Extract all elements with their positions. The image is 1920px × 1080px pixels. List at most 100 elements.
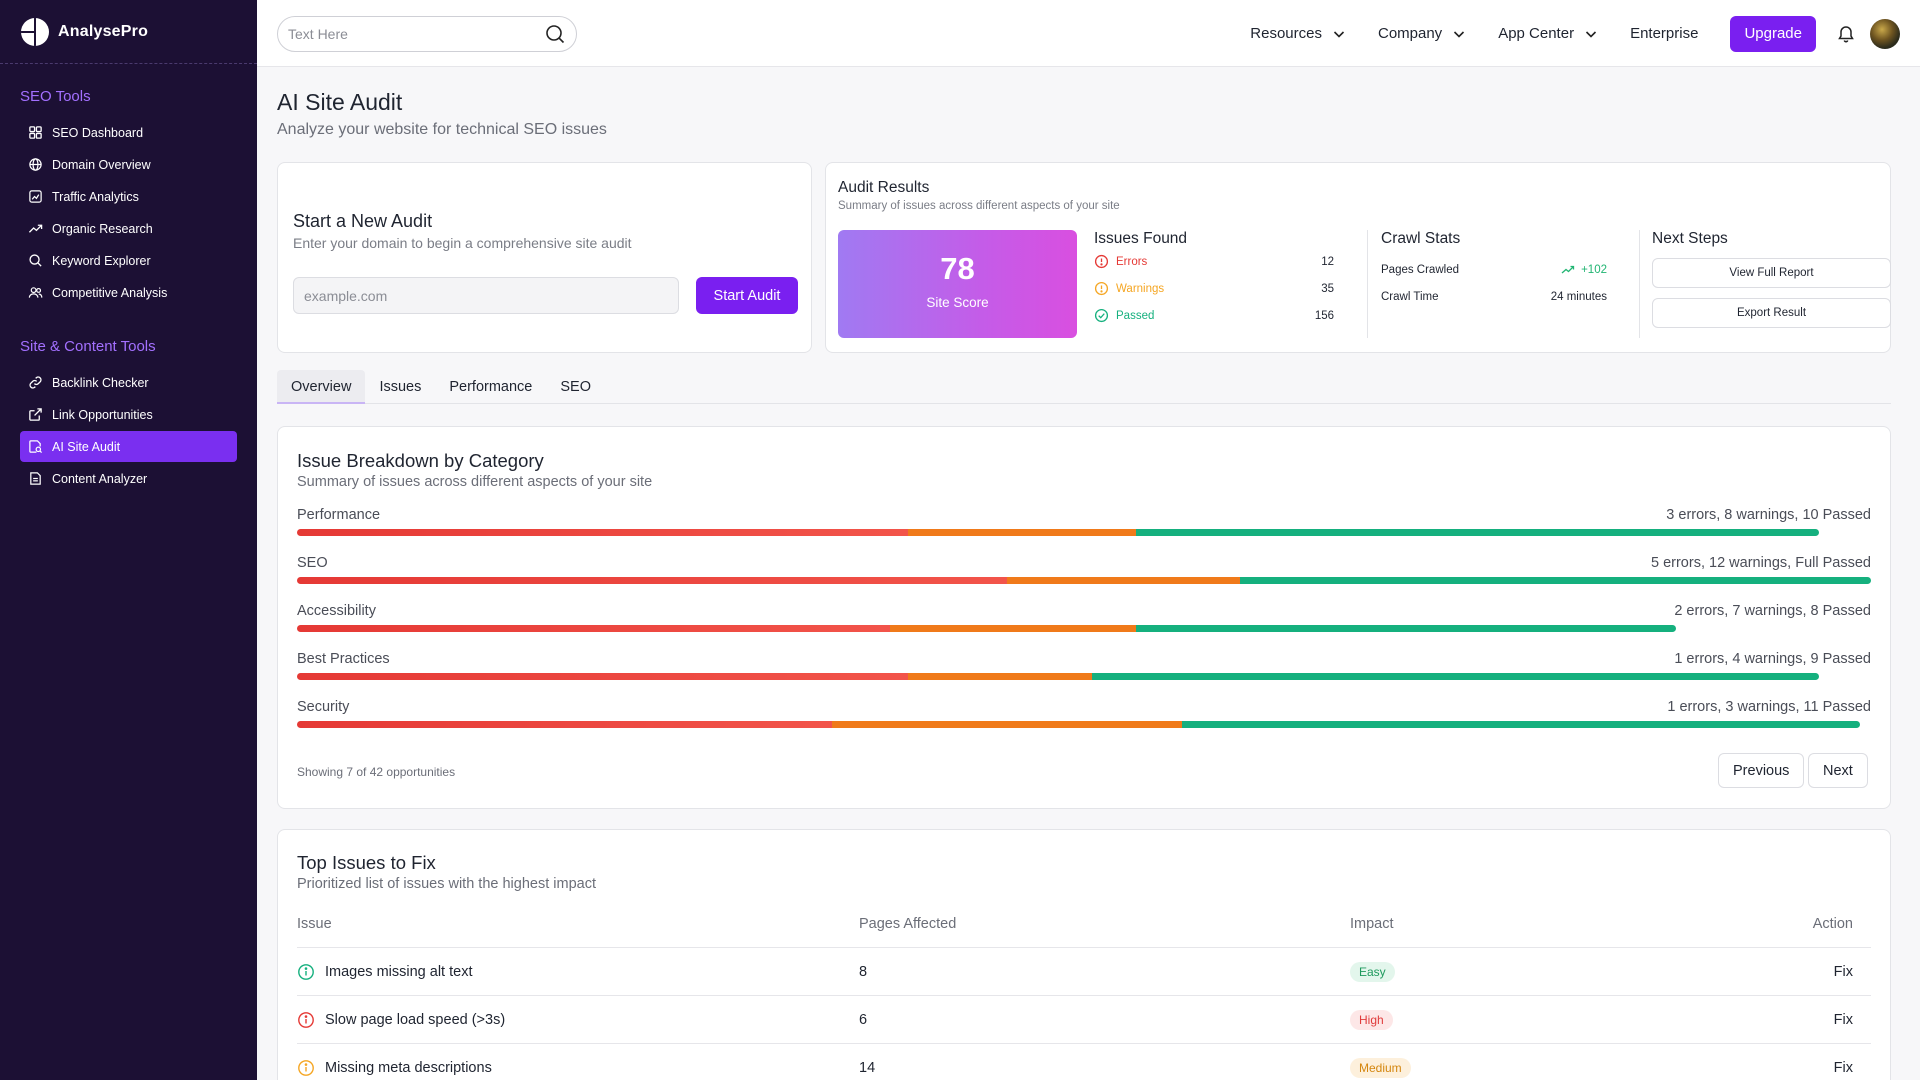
search-icon[interactable] [544, 23, 566, 45]
sidebar-item-label: SEO Dashboard [52, 125, 144, 140]
category-summary: 2 errors, 7 warnings, 8 Passed [1674, 603, 1871, 619]
column-header-impact: Impact [1350, 915, 1394, 932]
passed-segment [1239, 577, 1871, 584]
issue-cell: Slow page load speed (>3s) [297, 1011, 859, 1029]
sidebar-item-ai-site-audit[interactable]: AI Site Audit [20, 431, 237, 462]
warning-segment [890, 625, 1136, 632]
issue-name: Images missing alt text [325, 963, 473, 980]
impact-cell: Easy [1350, 961, 1750, 982]
new-audit-title: Start a New Audit [293, 211, 433, 231]
breakdown-row: Accessibility 2 errors, 7 warnings, 8 Pa… [297, 603, 1871, 651]
tab-issues[interactable]: Issues [379, 379, 422, 395]
sidebar-item-backlink-checker[interactable]: Backlink Checker [20, 367, 237, 398]
sidebar-item-seo-dashboard[interactable]: SEO Dashboard [20, 117, 237, 148]
passed-segment [1135, 529, 1820, 536]
issue-label: Warnings [1116, 282, 1165, 295]
nav-label: Resources [1250, 25, 1322, 42]
chevron-down-icon [1333, 30, 1345, 38]
nav-enterprise[interactable]: Enterprise [1630, 25, 1698, 42]
issue-cell: Images missing alt text [297, 963, 859, 981]
next-button[interactable]: Next [1808, 753, 1868, 788]
warning-segment [907, 673, 1092, 680]
pages-crawled-row: Pages Crawled +102 [1381, 256, 1607, 283]
trend-icon [28, 221, 43, 236]
fix-link[interactable]: Fix [1833, 963, 1853, 980]
error-segment [297, 625, 891, 632]
alert-circle-icon [298, 1011, 314, 1028]
tab-overview[interactable]: Overview [277, 370, 366, 404]
tab-performance[interactable]: Performance [449, 379, 533, 395]
logo-icon [21, 17, 49, 46]
impact-badge: Easy [1350, 961, 1395, 982]
external-link-icon [28, 407, 43, 422]
sidebar-item-label: Keyword Explorer [52, 253, 151, 268]
passed-segment [1181, 721, 1860, 728]
category-name: Best Practices [297, 651, 390, 667]
sidebar-item-organic-research[interactable]: Organic Research [20, 213, 237, 244]
sidebar-item-keyword-explorer[interactable]: Keyword Explorer [20, 245, 237, 276]
sidebar-item-label: Competitive Analysis [52, 285, 168, 300]
sidebar-item-label: Domain Overview [52, 157, 151, 172]
issues-found-column: Issues Found Errors 12 Warnings 35 Passe… [1094, 230, 1334, 338]
sidebar-item-competitive-analysis[interactable]: Competitive Analysis [20, 277, 237, 308]
warning-segment [1006, 577, 1240, 584]
issue-count-passed: Passed 156 [1094, 302, 1334, 329]
error-segment [297, 577, 1007, 584]
top-issues-table: Issue Pages Affected Impact Action Image… [297, 900, 1871, 1080]
issue-count-warnings: Warnings 35 [1094, 275, 1334, 302]
previous-button[interactable]: Previous [1718, 753, 1805, 788]
domain-input[interactable] [293, 277, 679, 314]
impact-badge: High [1350, 1009, 1393, 1030]
sidebar-item-traffic-analytics[interactable]: Traffic Analytics [20, 181, 237, 212]
sidebar-heading: SEO Tools [20, 88, 91, 105]
breakdown-subtitle: Summary of issues across different aspec… [297, 474, 653, 490]
check-circle-icon [1094, 308, 1109, 323]
passed-segment [1135, 625, 1676, 632]
error-segment [297, 673, 908, 680]
site-score-label: Site Score [926, 295, 989, 310]
sidebar-item-label: Content Analyzer [52, 471, 148, 486]
pagination-info: Showing 7 of 42 opportunities [297, 765, 456, 779]
export-result-button[interactable]: Export Result [1652, 298, 1891, 328]
nav-app-center[interactable]: App Center [1498, 25, 1598, 42]
upgrade-button[interactable]: Upgrade [1730, 15, 1816, 52]
logo[interactable]: AnalysePro [0, 0, 257, 64]
warning-segment [832, 721, 1182, 728]
nav-label: App Center [1498, 25, 1575, 42]
sidebar-item-content-analyzer[interactable]: Content Analyzer [20, 463, 237, 494]
nav-resources[interactable]: Resources [1250, 25, 1346, 42]
start-audit-button[interactable]: Start Audit [696, 277, 798, 314]
bell-icon[interactable] [1836, 24, 1856, 44]
issue-label: Passed [1116, 309, 1155, 322]
link-icon [28, 375, 43, 390]
crawl-time-row: Crawl Time 24 minutes [1381, 283, 1607, 310]
chart-icon [28, 189, 43, 204]
category-bar [297, 721, 1871, 728]
view-full-report-button[interactable]: View Full Report [1652, 258, 1891, 288]
column-header-pages: Pages Affected [859, 915, 957, 932]
fix-link[interactable]: Fix [1833, 1011, 1853, 1028]
table-header: Issue Pages Affected Impact Action [297, 900, 1871, 948]
avatar[interactable] [1870, 18, 1900, 49]
search-input[interactable] [288, 26, 544, 42]
pages-affected: 6 [859, 1011, 868, 1028]
category-name: Performance [297, 507, 381, 523]
sidebar-item-link-opportunities[interactable]: Link Opportunities [20, 399, 237, 430]
warning-segment [907, 529, 1136, 536]
fix-link[interactable]: Fix [1833, 1059, 1853, 1076]
search-icon [28, 253, 43, 268]
sidebar-item-domain-overview[interactable]: Domain Overview [20, 149, 237, 180]
issue-cell: Missing meta descriptions [297, 1059, 859, 1077]
top-issues-subtitle: Prioritized list of issues with the high… [297, 876, 596, 892]
audit-results-card: Audit Results Summary of issues across d… [825, 162, 1891, 353]
sidebar-section-seo-tools: SEO Tools SEO Dashboard Domain Overview … [0, 88, 257, 308]
tab-seo[interactable]: SEO [560, 379, 591, 395]
globe-icon [28, 157, 43, 172]
nav-company[interactable]: Company [1378, 25, 1466, 42]
crawl-time-value: 24 minutes [1550, 290, 1607, 303]
issue-breakdown-card: Issue Breakdown by Category Summary of i… [277, 426, 1891, 809]
app-name: AnalysePro [58, 22, 149, 40]
dashboard-icon [28, 125, 43, 140]
info-circle-icon [298, 963, 314, 980]
action-cell: Fix [1750, 1060, 1871, 1076]
